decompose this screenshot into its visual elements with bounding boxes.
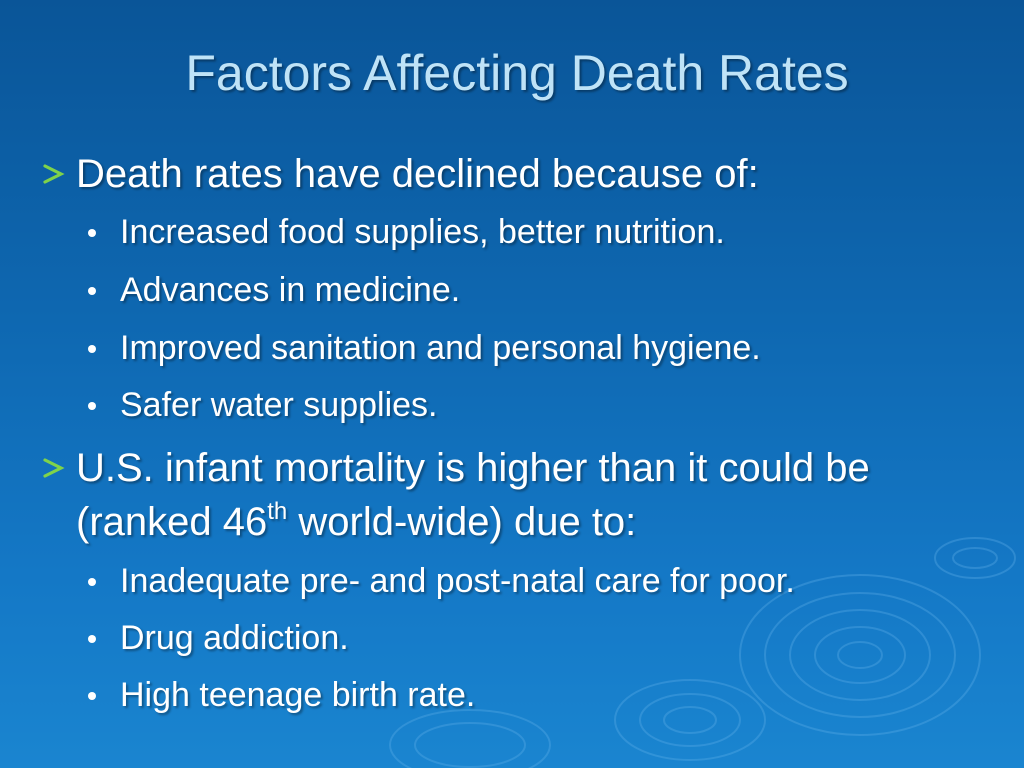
bullet-text-line2: (ranked 46th world-wide) due to:: [76, 496, 636, 548]
dot-bullet-icon: [88, 345, 96, 353]
bullet-text-line1: U.S. infant mortality is higher than it …: [76, 446, 870, 490]
dot-bullet-icon: [88, 578, 96, 586]
dot-bullet-icon: [88, 229, 96, 237]
arrow-bullet-icon: [43, 164, 65, 184]
dot-bullet-icon: [88, 402, 96, 410]
sub-bullet-text: Safer water supplies.: [120, 386, 438, 424]
dot-bullet-icon: [88, 287, 96, 295]
rank-prefix: (ranked 46: [76, 500, 268, 544]
dot-bullet-icon: [88, 692, 96, 700]
arrow-bullet-icon: [43, 458, 65, 478]
sub-bullet-text: High teenage birth rate.: [120, 676, 476, 714]
slide-title: Factors Affecting Death Rates: [185, 45, 849, 101]
sub-bullet-text: Increased food supplies, better nutritio…: [120, 213, 725, 251]
bullet-text: Death rates have declined because of:: [76, 152, 759, 196]
rank-ordinal-suffix: th: [267, 498, 288, 525]
rank-suffix: world-wide) due to:: [287, 500, 637, 544]
sub-bullet-text: Advances in medicine.: [120, 271, 461, 309]
sub-bullet-text: Improved sanitation and personal hygiene…: [120, 329, 761, 367]
sub-bullet-text: Drug addiction.: [120, 619, 349, 657]
sub-bullet-text: Inadequate pre- and post-natal care for …: [120, 562, 795, 600]
dot-bullet-icon: [88, 635, 96, 643]
